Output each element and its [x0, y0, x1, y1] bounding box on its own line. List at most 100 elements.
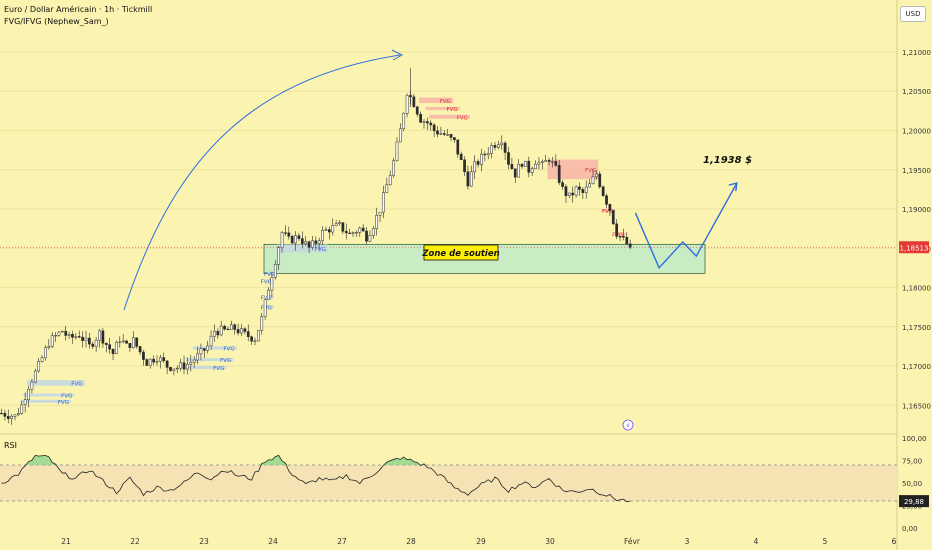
candle-body: [371, 228, 375, 236]
candle-body: [497, 144, 500, 148]
fvg-bull-label: FVG: [315, 247, 326, 253]
candle-body: [510, 164, 514, 170]
candle-body: [615, 223, 619, 237]
y-tick-label: 1,19000: [902, 206, 931, 214]
event-icon: [622, 419, 634, 431]
candle-body: [202, 348, 206, 351]
candle-body: [165, 360, 169, 368]
candle-body: [368, 235, 372, 242]
rsi-overbought-fill: [35, 455, 39, 465]
candle-body: [67, 334, 71, 336]
candle-body: [277, 247, 281, 265]
candle-body: [263, 299, 267, 317]
candle-body: [219, 325, 223, 336]
rsi-overbought-fill: [31, 455, 36, 465]
candle-body: [152, 358, 155, 363]
candle-body: [328, 229, 331, 233]
candle-body: [571, 192, 575, 196]
projection-path: [634, 182, 738, 270]
candle-body: [270, 277, 274, 291]
rsi-overbought-fill: [42, 455, 46, 465]
candle-body: [503, 142, 507, 153]
candle-body: [500, 142, 504, 146]
candle-body: [551, 161, 554, 163]
y-tick-label: 1,21000: [902, 49, 931, 57]
candle-body: [3, 412, 7, 417]
candle-body: [37, 361, 41, 372]
x-tick-label: 24: [268, 537, 278, 546]
candle-body: [128, 343, 132, 348]
candle-body: [476, 161, 480, 165]
rsi-overbought-fill: [268, 459, 272, 465]
fvg-bull-box: [267, 279, 274, 283]
candle-body: [71, 334, 74, 338]
last-price-badge: [899, 241, 929, 254]
candle-body: [493, 145, 497, 148]
y-tick-label: 1,17000: [902, 363, 931, 371]
fvg-bear-label: FVG: [446, 107, 457, 113]
y-tick-label: 1,17500: [902, 324, 931, 332]
candle-body: [23, 399, 27, 405]
fvg-bull-label: FVG: [213, 366, 224, 372]
x-tick-label: Févr: [624, 537, 641, 546]
candle-body: [115, 342, 118, 355]
candle-body: [527, 160, 531, 173]
candle-body: [88, 337, 91, 345]
candle-body: [17, 413, 20, 416]
candle-body: [405, 95, 409, 114]
candle-body: [388, 175, 392, 186]
candle-body: [307, 241, 311, 248]
candle-body: [47, 346, 51, 349]
rsi-overbought-fill: [38, 455, 43, 465]
rsi-tick-label: 50,00: [902, 480, 922, 488]
candle-body: [172, 368, 176, 371]
candle-body: [432, 124, 436, 132]
candle-body: [490, 145, 493, 154]
candle-body: [348, 232, 351, 235]
candle-body: [540, 161, 544, 163]
candle-body: [338, 222, 341, 224]
candle-body: [331, 225, 335, 233]
fvg-bear-label: FVG: [585, 168, 596, 174]
fvg-bear-box: [615, 232, 626, 236]
candle-body: [101, 330, 105, 344]
candle-body: [159, 357, 162, 362]
currency-button[interactable]: USD: [900, 6, 926, 22]
candle-body: [54, 334, 57, 337]
x-tick-label: 30: [545, 537, 555, 546]
fvg-bull-box: [27, 380, 85, 386]
indicator-label[interactable]: FVG/IFVG (Nephew_Sam_): [4, 17, 109, 26]
candle-body: [584, 186, 588, 193]
x-tick-label: 4: [754, 537, 759, 546]
candle-body: [216, 330, 220, 336]
fvg-bull-box: [20, 399, 71, 403]
candle-body: [81, 336, 84, 341]
candle-body: [456, 139, 460, 155]
candle-body: [77, 336, 81, 338]
candle-body: [213, 330, 216, 337]
target-label: 1,1938 $: [703, 155, 752, 166]
candle-body: [446, 134, 450, 136]
candle-body: [605, 195, 608, 205]
x-tick-label: 29: [476, 537, 486, 546]
fvg-bear-box: [601, 209, 616, 213]
candle-body: [588, 183, 591, 188]
rsi-overbought-fill: [410, 459, 414, 465]
candle-body: [581, 189, 585, 193]
candle-body: [169, 367, 172, 371]
candle-body: [321, 230, 324, 242]
candle-body: [196, 353, 199, 361]
candle-body: [284, 232, 287, 234]
candle-body: [121, 340, 125, 343]
candle-body: [229, 324, 233, 330]
x-tick-label: 21: [61, 537, 71, 546]
candle-body: [611, 210, 615, 225]
candle-body: [311, 240, 314, 248]
candle-body: [145, 359, 149, 366]
x-tick-label: 22: [130, 537, 140, 546]
y-tick-label: 1,18000: [902, 285, 931, 293]
candle-body: [233, 324, 237, 330]
candle-body: [483, 153, 487, 156]
support-zone-label: Zone de soutien: [421, 249, 499, 259]
